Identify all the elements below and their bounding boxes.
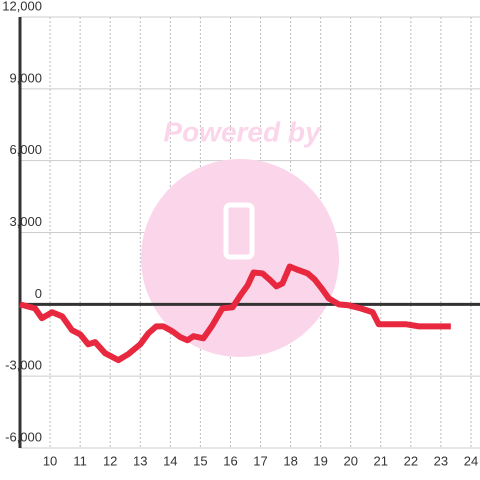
y-tick-label: 9,000 [9, 70, 42, 85]
x-tick-label: 10 [43, 453, 57, 468]
x-tick-label: 24 [464, 453, 478, 468]
x-tick-label: 14 [163, 453, 177, 468]
x-tick-label: 22 [404, 453, 418, 468]
y-tick-label: 0 [35, 286, 42, 301]
x-tick-label: 20 [343, 453, 357, 468]
x-tick-label: 21 [374, 453, 388, 468]
data-line [19, 263, 451, 364]
x-tick-label: 16 [223, 453, 237, 468]
x-tick-label: 12 [103, 453, 117, 468]
x-tick-label: 15 [193, 453, 207, 468]
watermark-icon [223, 202, 255, 260]
y-tick-label: -3,000 [5, 358, 42, 373]
y-tick-label: 12,000 [2, 0, 42, 13]
y-tick-label: 3,000 [9, 214, 42, 229]
x-tick-label: 17 [253, 453, 267, 468]
x-tick-label: 11 [73, 453, 87, 468]
x-tick-label: 13 [133, 453, 147, 468]
watermark-text: Powered by [163, 116, 322, 147]
y-tick-label: 6,000 [9, 142, 42, 157]
x-tick-label: 19 [313, 453, 327, 468]
x-tick-label: 23 [434, 453, 448, 468]
x-tick-label: 18 [283, 453, 297, 468]
y-tick-label: -6,000 [5, 429, 42, 444]
